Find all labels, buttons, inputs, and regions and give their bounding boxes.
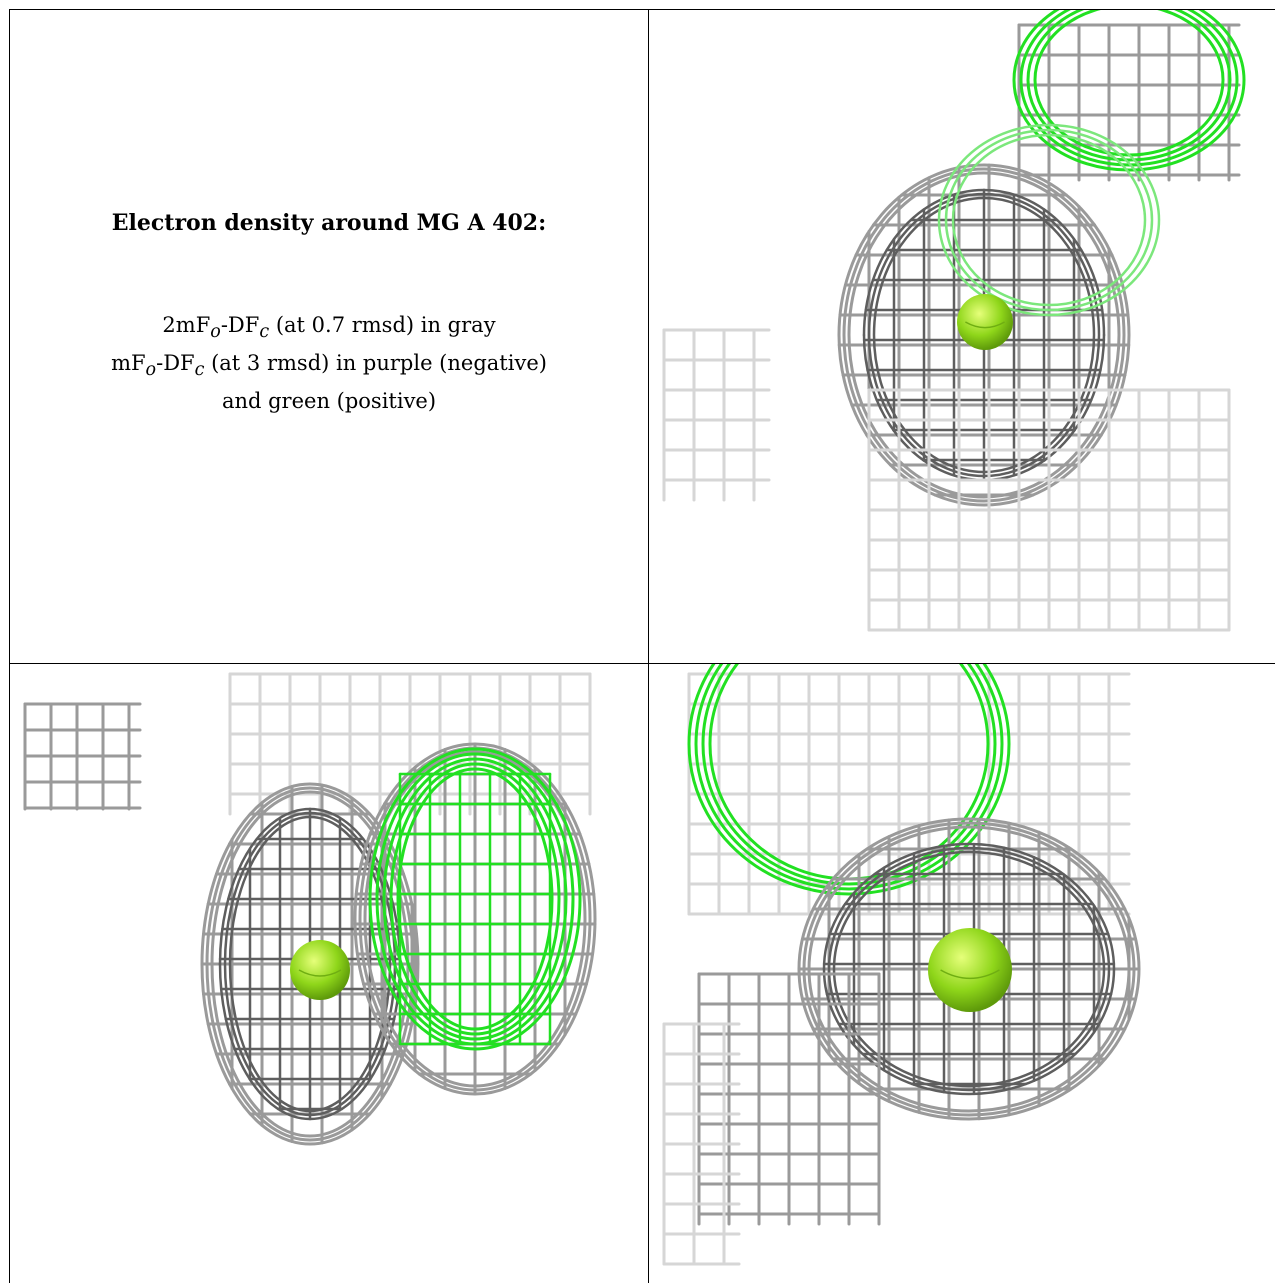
- gray-mesh-corner: [23, 702, 142, 811]
- gray-mesh-right-lobe-contour: [353, 742, 597, 1096]
- green-mesh-positive-ring: [382, 757, 568, 1041]
- green-mesh-positive-ring: [389, 762, 561, 1036]
- green-mesh-positive-ring: [368, 747, 582, 1051]
- gray-mesh-left-lobe-contour: [200, 782, 420, 1146]
- faint-mesh-lower: [867, 388, 1231, 632]
- caption-cell: Electron density around MG A 402: 2mFo-D…: [10, 10, 648, 663]
- gray-mesh-main: [797, 817, 1141, 1121]
- gray-mesh-main-contour: [797, 817, 1141, 1121]
- gray-mesh-main-contour: [802, 821, 1136, 1117]
- border-middle-vertical: [648, 9, 649, 1283]
- gray-mesh-right-lobe-contour: [363, 750, 587, 1088]
- caption-title: Electron density around MG A 402:: [111, 210, 547, 236]
- gray-mesh-main-inner-contour: [822, 842, 1116, 1096]
- gray-mesh-main-inner-contour: [832, 850, 1106, 1088]
- mg-atom-highlight: [298, 969, 342, 977]
- green-mesh-positive-ring: [701, 664, 997, 886]
- density-view-bottom-right: [649, 664, 1275, 1283]
- gray-mesh-left-lobe-contour: [205, 786, 415, 1142]
- border-middle-horizontal: [9, 663, 1275, 664]
- gray-mesh-main-inner-contour: [872, 196, 1096, 474]
- density-view-bottom-left: [10, 664, 648, 1283]
- green-mesh-positive-ring: [687, 664, 1011, 896]
- gray-mesh-main-inner-contour: [867, 192, 1101, 478]
- green-mesh-grid: [398, 772, 552, 1046]
- gray-mesh-lower-left: [697, 972, 881, 1226]
- faint-mesh-top: [228, 672, 592, 816]
- gray-mesh-main-contour: [847, 171, 1121, 499]
- mg-atom-sphere: [290, 940, 350, 1000]
- caption-line-2mfo: 2mFo-DFc (at 0.7 rmsd) in gray: [162, 313, 496, 343]
- green-mesh-faint: [937, 123, 1161, 317]
- green-mesh-upper-ring: [1026, 10, 1232, 162]
- gray-mesh-main-contour: [807, 825, 1131, 1113]
- mg-atom-sphere: [928, 928, 1012, 1012]
- green-mesh-upper-ring: [1033, 10, 1225, 157]
- green-mesh-positive: [368, 747, 582, 1051]
- green-mesh-upper-ring: [1012, 10, 1246, 172]
- faint-mesh-left: [662, 328, 771, 502]
- caption-legend: 2mFo-DFc (at 0.7 rmsd) in gray mFo-DFc (…: [111, 310, 547, 417]
- green-mesh-faint-ring: [944, 128, 1154, 312]
- gray-mesh-main-inner-contour: [827, 846, 1111, 1092]
- gray-mesh-main-contour: [842, 167, 1126, 503]
- caption-line-mfo: mFo-DFc (at 3 rmsd) in purple (negative): [111, 351, 547, 381]
- border-left: [9, 9, 10, 1283]
- green-mesh-positive: [687, 664, 1011, 896]
- green-mesh-positive-ring: [694, 664, 1004, 891]
- gray-mesh-left-inner-contour: [228, 815, 392, 1113]
- green-mesh-faint-ring: [951, 133, 1147, 307]
- green-mesh-faint-ring: [937, 123, 1161, 317]
- mg-atom-highlight: [940, 969, 1000, 980]
- gray-mesh-main-inner: [862, 188, 1106, 482]
- caption-line-green: and green (positive): [221, 389, 437, 414]
- green-mesh-positive-ring: [396, 767, 554, 1031]
- gray-mesh-upper: [1017, 23, 1241, 182]
- mg-atom-sphere: [957, 294, 1013, 350]
- gray-mesh-main-contour: [837, 163, 1131, 507]
- density-view-top-right: [649, 10, 1275, 663]
- mg-atom-highlight: [965, 321, 1005, 329]
- faint-mesh-left: [662, 1022, 741, 1266]
- green-mesh-upper: [1012, 10, 1246, 172]
- border-top: [9, 9, 1275, 10]
